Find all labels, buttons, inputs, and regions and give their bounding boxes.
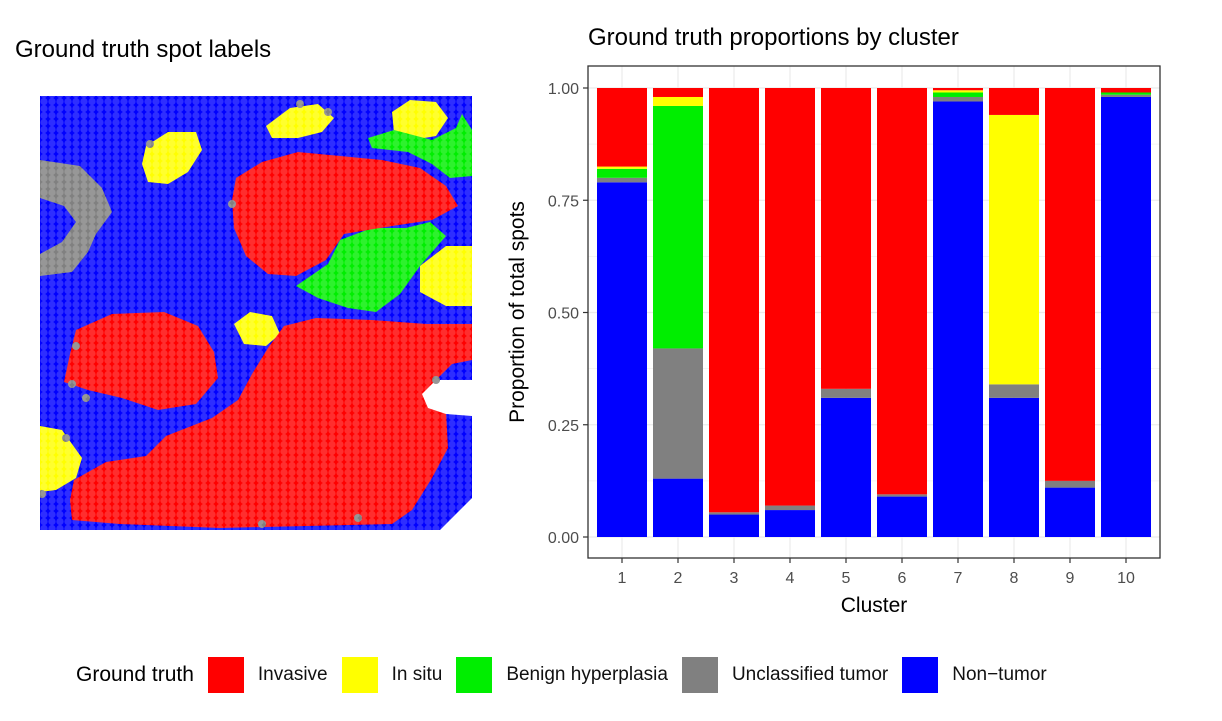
bar-segment [765, 510, 815, 537]
bar-segment [933, 101, 983, 537]
bar-segment [597, 88, 647, 167]
bar-segment [1045, 88, 1095, 481]
legend-item-non-tumor: Non−tumor [902, 657, 1047, 693]
bar-segment [597, 177, 647, 183]
x-tick-label: 4 [786, 570, 795, 587]
legend-key-non-tumor [902, 657, 939, 693]
bar-segment [821, 88, 871, 389]
legend-item-in-situ: In situ [341, 657, 443, 693]
legend-label-invasive: Invasive [257, 664, 328, 685]
y-tick-label: 1.00 [548, 81, 579, 98]
bar-segment [989, 384, 1039, 398]
bar-segment [709, 88, 759, 513]
bar-segment [653, 478, 703, 537]
bar-segment [1101, 92, 1151, 95]
bar-segment [1101, 88, 1151, 93]
bar-segment [765, 505, 815, 511]
bar-segment [1101, 96, 1151, 537]
bar-segment [709, 512, 759, 515]
bar-segment [653, 348, 703, 479]
bar-segment [653, 105, 703, 349]
legend-key-unclassified-tumor [681, 657, 718, 693]
x-tick-label: 7 [954, 570, 963, 587]
y-axis-label: Proportion of total spots [506, 201, 529, 423]
bar-segment [989, 397, 1039, 537]
x-tick-label: 3 [730, 570, 739, 587]
x-tick-label: 2 [674, 570, 683, 587]
legend-item-invasive: Invasive [207, 657, 328, 693]
bar-segment [933, 88, 983, 91]
bar-segment [989, 114, 1039, 385]
legend-item-benign-hyperplasia: Benign hyperplasia [456, 657, 668, 693]
x-tick-label: 8 [1010, 570, 1019, 587]
bar-segment [877, 496, 927, 537]
legend-label-in-situ: In situ [391, 664, 443, 685]
x-tick-label: 1 [618, 570, 627, 587]
bar-segment [989, 88, 1039, 115]
legend-item-unclassified-tumor: Unclassified tumor [681, 657, 889, 693]
bar-segment [709, 514, 759, 537]
bar-segment [1045, 480, 1095, 488]
x-tick-label: 6 [898, 570, 907, 587]
legend-title: Ground truth [76, 663, 194, 686]
legend-label-unclassified-tumor: Unclassified tumor [731, 664, 889, 685]
bar-segment [877, 88, 927, 495]
legend-key-in-situ [341, 657, 378, 693]
x-tick-label: 5 [842, 570, 851, 587]
bar-segment [653, 96, 703, 106]
bar-segment [877, 494, 927, 497]
bar-segment [653, 88, 703, 97]
legend: Ground truth Invasive In situ Benign hyp… [76, 655, 1061, 695]
chart-title: Ground truth proportions by cluster [588, 24, 959, 51]
x-tick-label: 10 [1117, 570, 1135, 587]
y-tick-label: 0.50 [548, 306, 579, 323]
legend-key-benign-hyperplasia [456, 657, 493, 693]
bar-segment [933, 90, 983, 93]
bar-segment [1101, 94, 1151, 97]
spot-map-title: Ground truth spot labels [15, 36, 272, 63]
bar-segment [933, 92, 983, 97]
bar-segment [933, 96, 983, 102]
bar-segment [765, 88, 815, 506]
x-axis-label: Cluster [841, 594, 908, 617]
legend-key-invasive [207, 657, 244, 693]
y-tick-label: 0.25 [548, 418, 579, 435]
y-tick-label: 0.00 [548, 530, 579, 547]
legend-label-non-tumor: Non−tumor [952, 664, 1047, 685]
bar-segment [821, 388, 871, 398]
legend-label-benign-hyperplasia: Benign hyperplasia [506, 664, 668, 685]
bar-segment [597, 182, 647, 538]
bar-segment [821, 397, 871, 537]
y-tick-label: 0.75 [548, 193, 579, 210]
bar-segment [597, 168, 647, 178]
x-tick-label: 9 [1066, 570, 1075, 587]
bar-segment [1045, 487, 1095, 537]
bar-segment [597, 166, 647, 169]
